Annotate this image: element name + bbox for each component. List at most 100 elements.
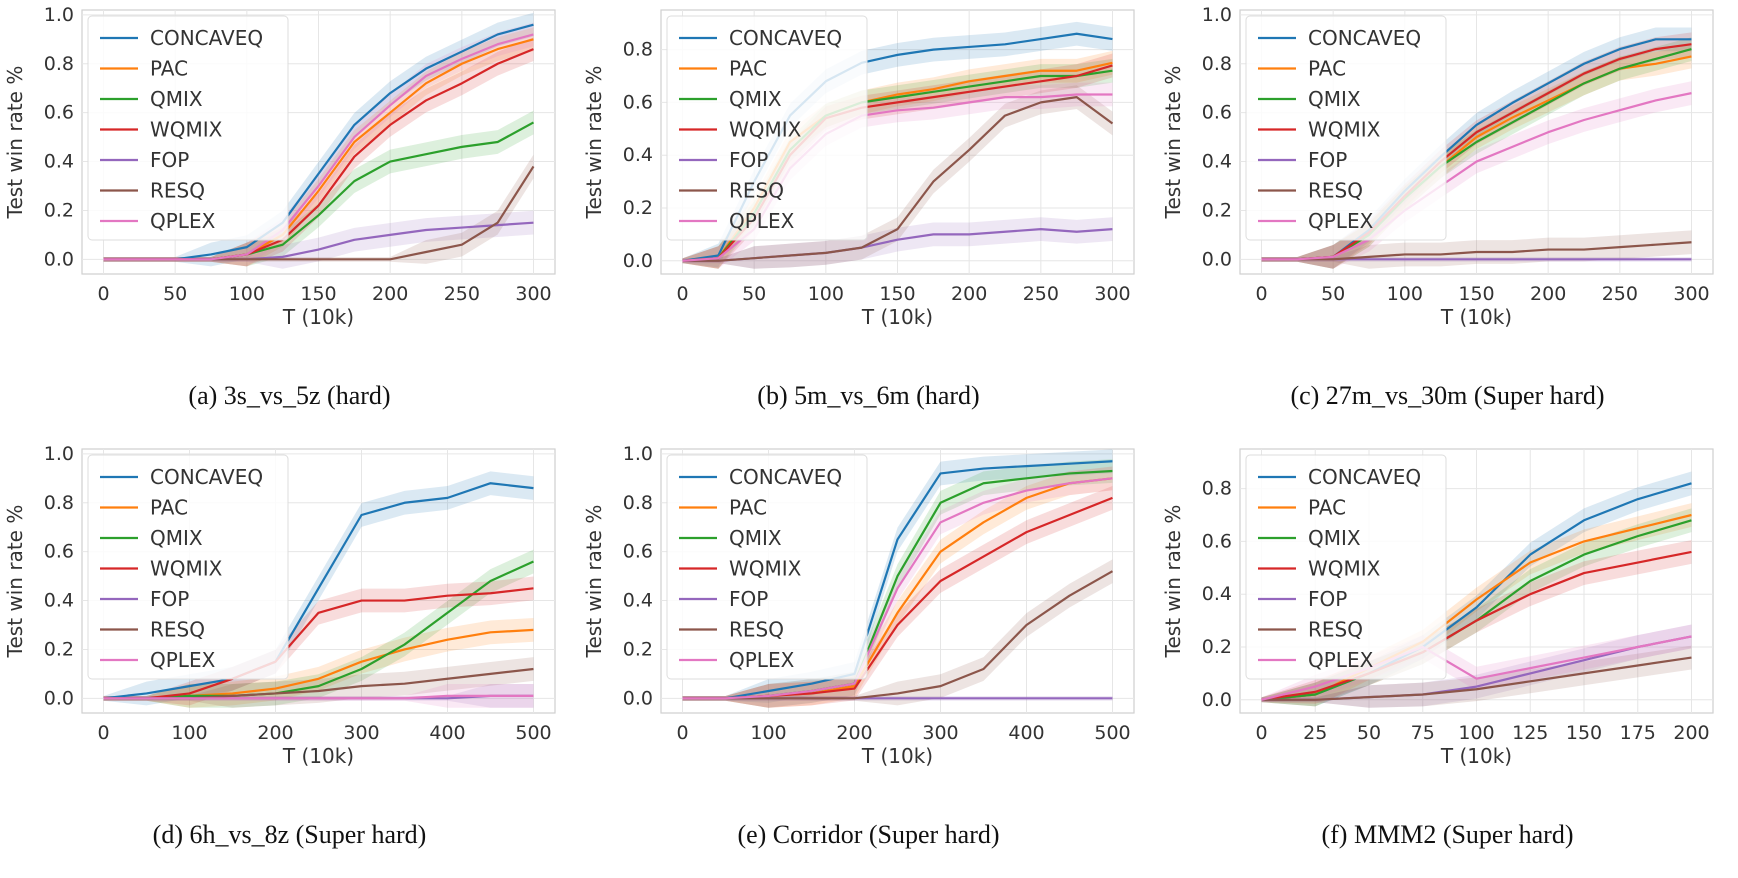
legend-label-concaveq: CONCAVEQ [150,26,263,50]
y-tick-label: 0.8 [1202,53,1232,75]
legend-label-qmix: QMIX [729,87,782,111]
y-tick-label: 1.0 [1202,4,1232,26]
x-tick-label: 200 [372,283,408,305]
x-tick-label: 100 [808,283,844,305]
y-tick-label: 0.6 [1202,102,1232,124]
series-band-qmix [103,110,534,267]
series-band-pac [103,27,534,267]
legend-label-pac: PAC [150,496,188,520]
legend-label-wqmix: WQMIX [729,118,802,142]
y-tick-label: 0.4 [1202,583,1232,605]
x-tick-label: 300 [515,283,551,305]
x-tick-label: 0 [1255,283,1267,305]
x-tick-label: 50 [1321,283,1345,305]
legend-label-wqmix: WQMIX [729,557,802,581]
legend-label-resq: RESQ [1308,618,1363,642]
chart-panel: 0 50 100 150 200 250 300 0.0 0.2 0.4 0.6 0.8 1.0 T (1… [1158,0,1737,439]
x-tick-label: 75 [1411,722,1435,744]
series-band-resq [1261,645,1692,708]
y-tick-label: 0.8 [623,39,653,61]
y-tick-label: 1.0 [44,443,74,465]
y-tick-label: 0.6 [44,541,74,563]
y-tick-label: 0.2 [623,638,653,660]
y-tick-label: 0.8 [44,492,74,514]
legend-label-qplex: QPLEX [729,648,795,672]
legend-label-qplex: QPLEX [1308,209,1374,233]
chart-panel: 0 50 100 150 200 250 300 0.0 0.2 0.4 0.6 0.8 T (10k)… [579,0,1158,439]
legend-label-resq: RESQ [150,179,205,203]
chart-panel: 0 100 200 300 400 500 0.0 0.2 0.4 0.6 0.8 1.0 T (10k… [0,439,579,878]
y-tick-label: 0.6 [623,91,653,113]
legend-label-qmix: QMIX [150,526,203,550]
series-band-wqmix [1261,32,1692,269]
x-tick-label: 0 [97,283,109,305]
legend-label-qmix: QMIX [729,526,782,550]
legend-label-resq: RESQ [729,179,784,203]
series-line-resq [682,570,1114,700]
x-tick-label: 25 [1303,722,1327,744]
legend-label-pac: PAC [729,496,767,520]
series-band-pac [682,466,1113,708]
legend-label-fop: FOP [729,587,768,611]
legend-label-qplex: QPLEX [1308,648,1374,672]
series-line-wqmix [103,587,534,700]
chart-svg: 0 25 50 75 100 125 150 175 200 0.0 0.2 0.4 0.6 0.8 T (… [1161,448,1714,768]
series-line-concaveq [682,460,1113,700]
x-tick-label: 500 [1094,722,1130,744]
legend-label-qmix: QMIX [150,87,203,111]
y-tick-label: 0.6 [623,541,653,563]
legend-label-fop: FOP [729,148,768,172]
x-tick-label: 100 [1387,283,1423,305]
legend-label-resq: RESQ [729,618,784,642]
x-tick-label: 50 [742,283,766,305]
y-tick-label: 0.2 [1202,636,1232,658]
legend-label-fop: FOP [1308,587,1347,611]
legend-label-wqmix: WQMIX [150,118,223,142]
y-axis-label: Test win rate % [582,66,606,220]
x-tick-label: 150 [1566,722,1602,744]
series-band-qplex [103,684,534,708]
y-tick-label: 0.4 [1202,151,1232,173]
y-tick-label: 1.0 [44,4,74,26]
legend-box [666,454,868,680]
y-tick-label: 0.0 [1202,248,1232,270]
x-tick-label: 150 [300,283,336,305]
legend-label-concaveq: CONCAVEQ [1308,465,1421,489]
y-tick-label: 0.6 [1202,530,1232,552]
y-tick-label: 0.0 [623,687,653,709]
series-band-wqmix [103,576,534,706]
x-tick-label: 100 [171,722,207,744]
x-tick-label: 300 [922,722,958,744]
x-tick-label: 150 [879,283,915,305]
y-tick-label: 0.2 [623,197,653,219]
x-tick-label: 125 [1512,722,1548,744]
y-tick-label: 0.0 [44,687,74,709]
series-band-fop [103,210,534,269]
series-line-qplex [103,33,534,261]
series-line-qplex [1261,92,1692,261]
y-tick-label: 0.0 [1202,689,1232,711]
x-tick-label: 250 [1602,283,1638,305]
legend-label-resq: RESQ [1308,179,1363,203]
legend-label-concaveq: CONCAVEQ [150,465,263,489]
x-axis-label: T (10k) [1440,305,1512,329]
x-tick-label: 400 [1008,722,1044,744]
x-tick-label: 0 [676,283,688,305]
legend-label-qplex: QPLEX [150,209,216,233]
x-axis-label: T (10k) [861,744,933,768]
chart-panel: 0 50 100 150 200 250 300 0.0 0.2 0.4 0.6 0.8 1.0 T (1… [0,0,579,439]
chart-svg: 0 50 100 150 200 250 300 0.0 0.2 0.4 0.6 0.8 1.0 T (1… [3,4,556,329]
x-axis-label: T (10k) [1440,744,1512,768]
x-tick-label: 175 [1620,722,1656,744]
series-line-qplex [682,477,1113,700]
panel-caption: (b) 5m_vs_6m (hard) [757,381,980,410]
y-tick-label: 0.6 [44,102,74,124]
legend-box [1245,454,1447,680]
x-tick-label: 200 [951,283,987,305]
legend-label-wqmix: WQMIX [150,557,223,581]
x-tick-label: 150 [1458,283,1494,305]
chart-svg: 0 50 100 150 200 250 300 0.0 0.2 0.4 0.6 0.8 T (10k)… [582,9,1135,329]
series-band-fop [103,684,534,708]
chart-svg: 0 100 200 300 400 500 0.0 0.2 0.4 0.6 0.8 1.0 T (10k… [3,443,556,768]
